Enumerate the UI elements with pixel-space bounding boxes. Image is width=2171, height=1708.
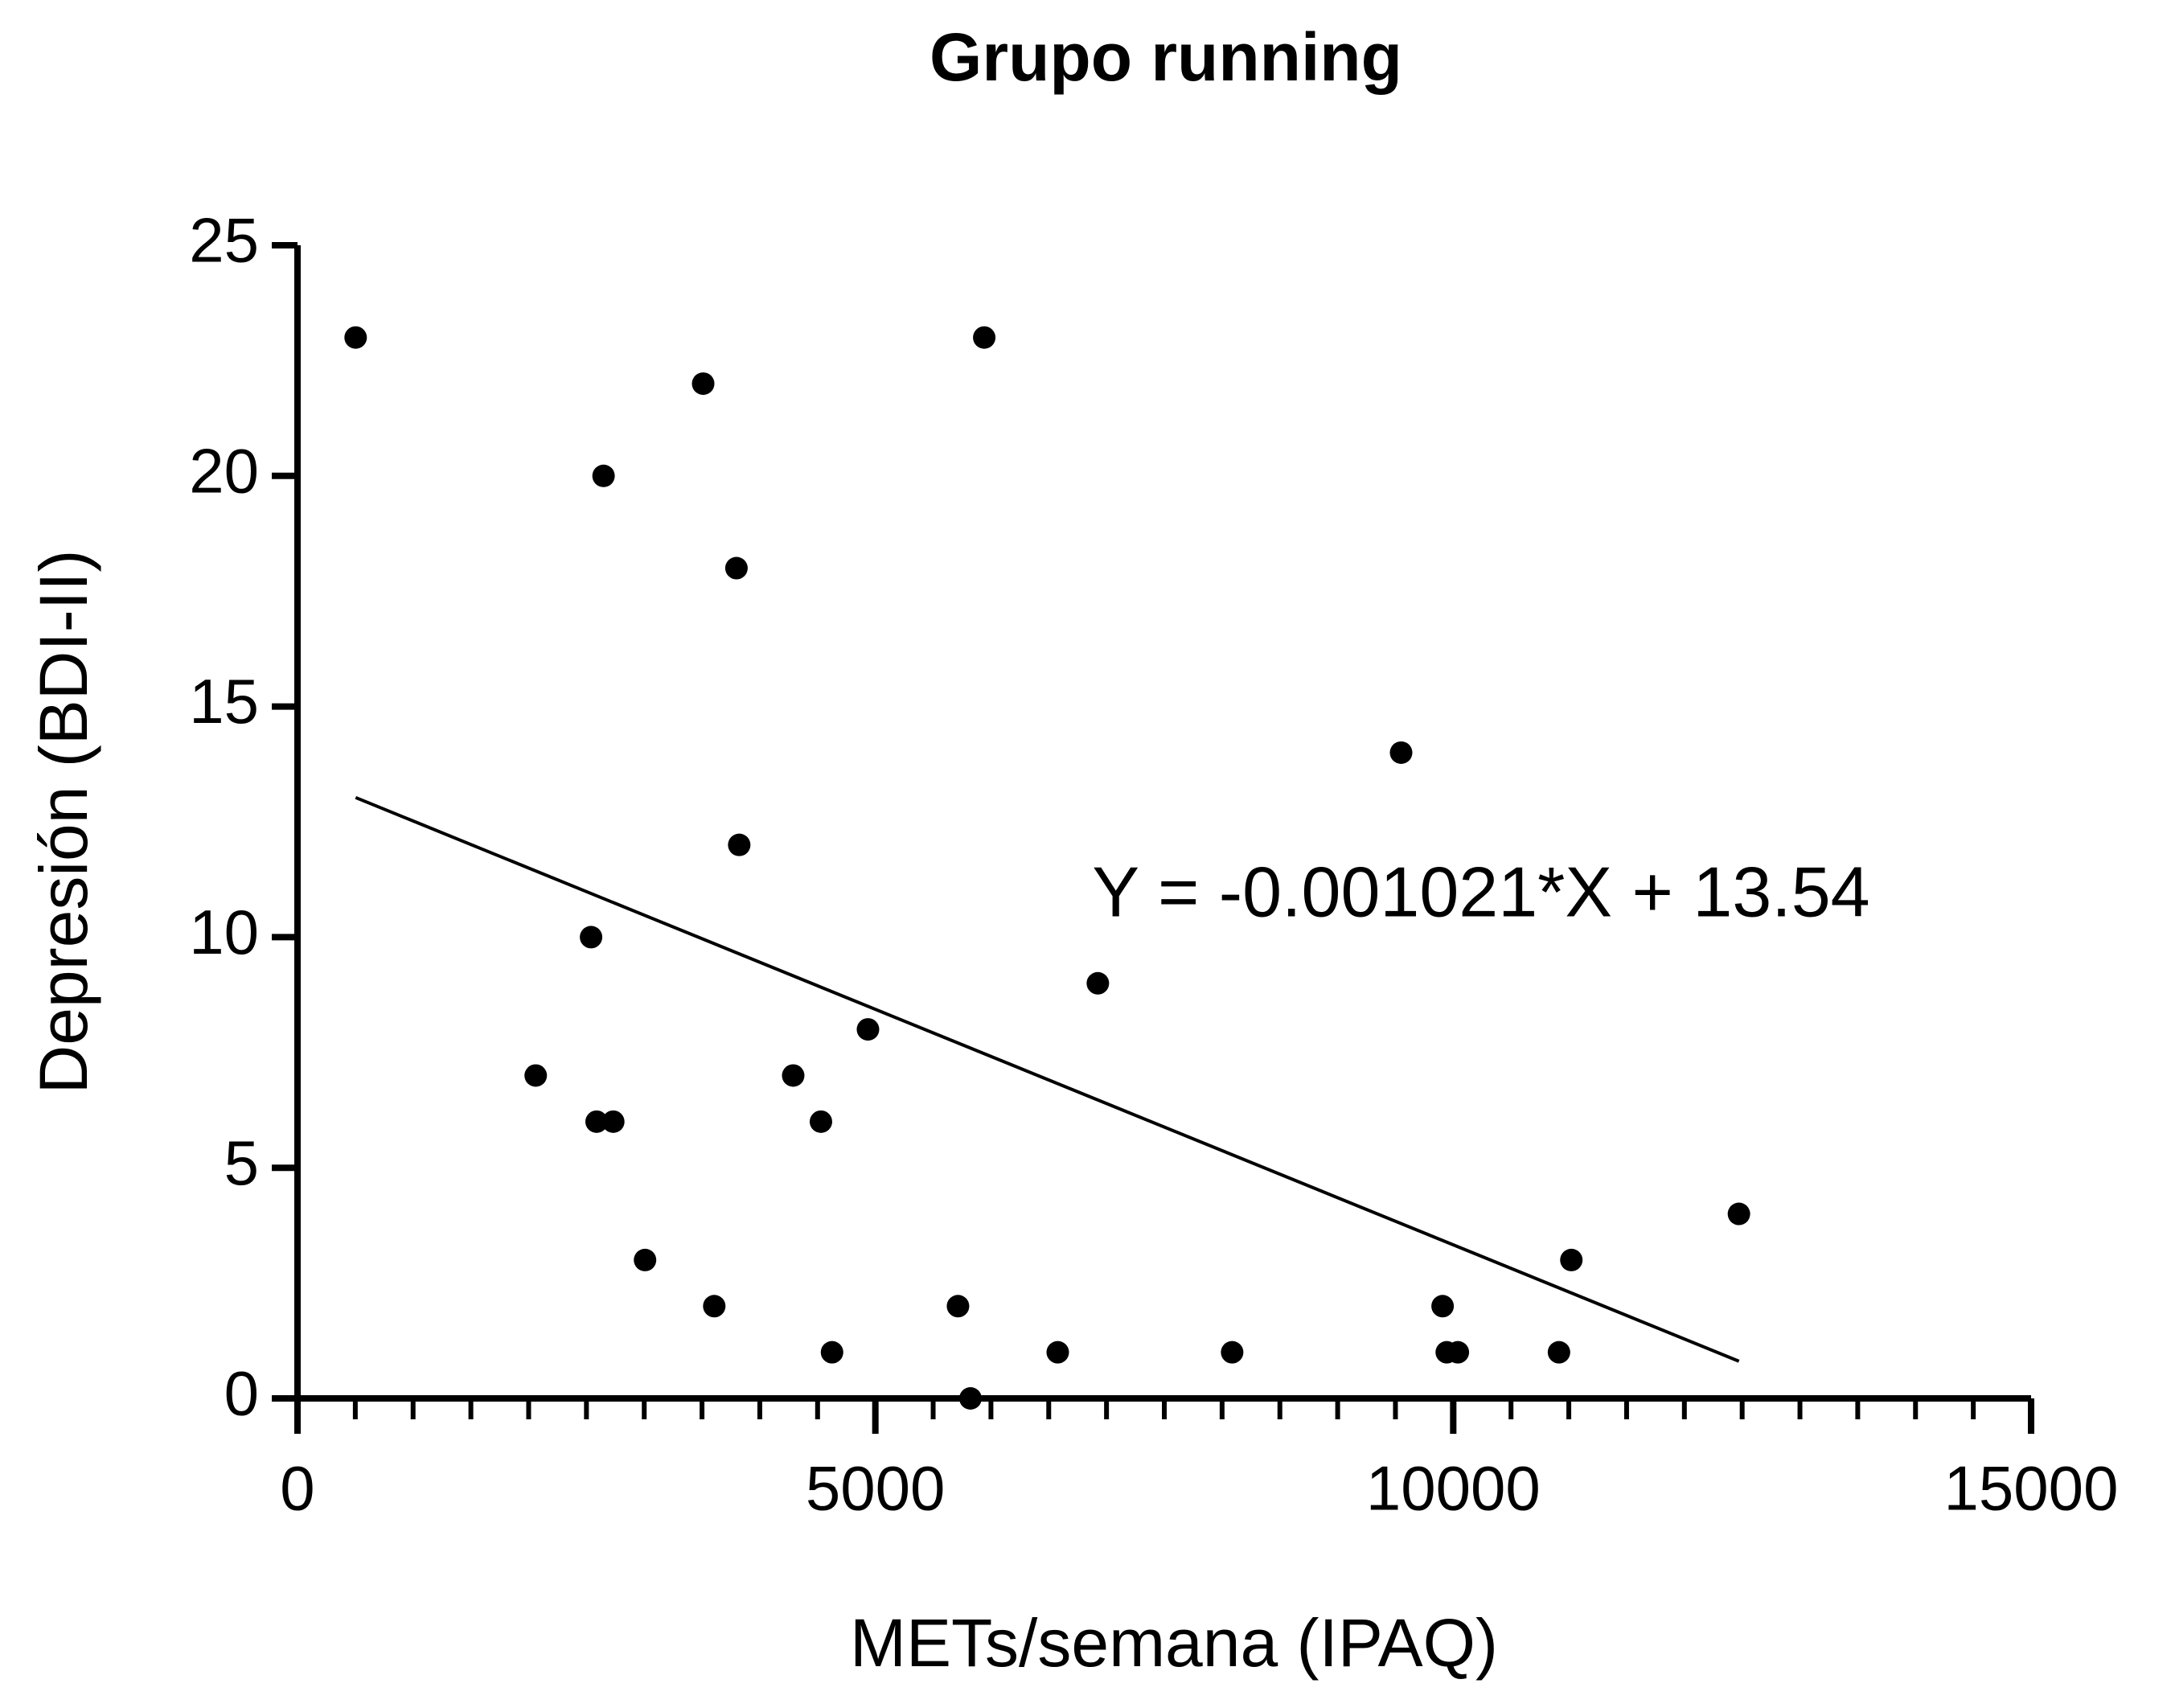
y-tick-label: 0 <box>224 1358 259 1429</box>
point <box>973 326 996 349</box>
point <box>634 1248 657 1271</box>
point <box>809 1110 832 1133</box>
point <box>592 464 615 487</box>
y-tick-label: 5 <box>224 1127 259 1198</box>
x-axis-label: METs/semana (IPAQ) <box>850 1605 1498 1681</box>
point <box>344 326 367 349</box>
y-tick-label: 15 <box>189 666 259 737</box>
fit-line <box>355 795 1740 1363</box>
point <box>782 1064 805 1087</box>
point <box>580 926 603 949</box>
y-tick-label: 25 <box>189 205 259 276</box>
x-tick-label: 5000 <box>806 1453 946 1524</box>
point <box>1389 741 1413 764</box>
point <box>1431 1295 1455 1318</box>
point <box>1727 1202 1750 1226</box>
x-tick-label: 0 <box>280 1453 314 1524</box>
point <box>1046 1341 1069 1364</box>
x-tick-label: 10000 <box>1366 1453 1541 1524</box>
point <box>820 1341 843 1364</box>
point <box>1447 1341 1470 1364</box>
chart-title: Grupo running <box>930 19 1402 95</box>
point <box>601 1110 625 1133</box>
point <box>703 1295 726 1318</box>
point <box>585 1110 608 1133</box>
point <box>1221 1341 1244 1364</box>
point <box>724 556 748 580</box>
y-axis-label: Depresión (BDI-II) <box>26 550 101 1094</box>
y-tick-label: 20 <box>189 435 259 506</box>
point <box>1086 971 1110 995</box>
point <box>946 1295 970 1318</box>
point <box>856 1018 880 1041</box>
point <box>692 372 715 396</box>
point <box>1547 1341 1570 1364</box>
annotation: Y = -0.001021*X + 13.54 <box>1092 852 1869 931</box>
point <box>524 1064 548 1087</box>
point <box>1560 1248 1583 1271</box>
x-tick-label: 15000 <box>1944 1453 2119 1524</box>
point <box>958 1387 982 1410</box>
point <box>728 833 751 856</box>
y-tick-label: 10 <box>189 897 259 967</box>
